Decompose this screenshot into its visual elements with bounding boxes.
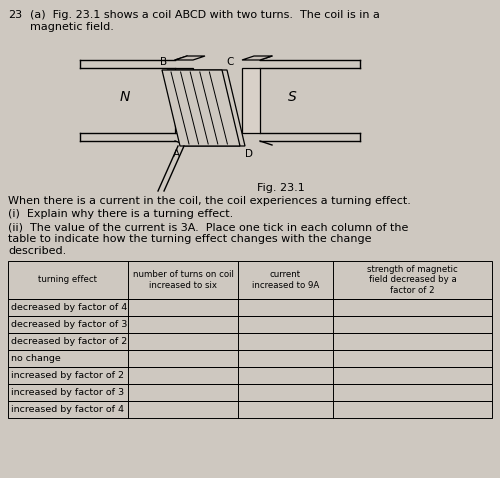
Text: decreased by factor of 4: decreased by factor of 4 [11,303,127,312]
Bar [8,333,492,350]
Text: table to indicate how the turning effect changes with the change: table to indicate how the turning effect… [8,234,372,244]
Text: When there is a current in the coil, the coil experiences a turning effect.: When there is a current in the coil, the… [8,196,411,206]
Text: (i)  Explain why there is a turning effect.: (i) Explain why there is a turning effec… [8,209,233,219]
Bar [8,350,492,367]
Text: C: C [226,57,234,67]
Text: Fig. 23.1: Fig. 23.1 [257,183,305,193]
Text: increased by factor of 3: increased by factor of 3 [11,388,124,397]
Polygon shape [175,56,205,60]
Text: N: N [120,90,130,104]
Bar [8,316,492,333]
Text: A: A [172,149,180,159]
Text: B: B [160,57,168,67]
Text: turning effect: turning effect [38,275,98,284]
Text: 23: 23 [8,10,22,20]
Polygon shape [242,56,272,60]
Text: decreased by factor of 3: decreased by factor of 3 [11,320,128,329]
Text: increased by factor of 4: increased by factor of 4 [11,405,124,414]
Text: number of turns on coil
increased to six: number of turns on coil increased to six [132,270,234,290]
Bar [8,367,492,384]
Text: described.: described. [8,246,66,256]
Text: (ii)  The value of the current is 3A.  Place one tick in each column of the: (ii) The value of the current is 3A. Pla… [8,222,408,232]
Text: current
increased to 9A: current increased to 9A [252,270,319,290]
Polygon shape [162,70,240,146]
Bar [8,384,492,401]
Text: (a)  Fig. 23.1 shows a coil ABCD with two turns.  The coil is in a: (a) Fig. 23.1 shows a coil ABCD with two… [30,10,380,20]
Polygon shape [175,68,193,133]
Text: D: D [245,149,253,159]
Text: magnetic field.: magnetic field. [30,22,114,32]
Text: increased by factor of 2: increased by factor of 2 [11,371,124,380]
Text: S: S [288,90,296,104]
Bar [8,401,492,418]
Bar [8,299,492,316]
Text: strength of magnetic
field decreased by a
factor of 2: strength of magnetic field decreased by … [367,265,458,295]
Polygon shape [242,68,260,133]
Text: no change: no change [11,354,61,363]
Text: decreased by factor of 2: decreased by factor of 2 [11,337,127,346]
Bar [8,261,492,299]
